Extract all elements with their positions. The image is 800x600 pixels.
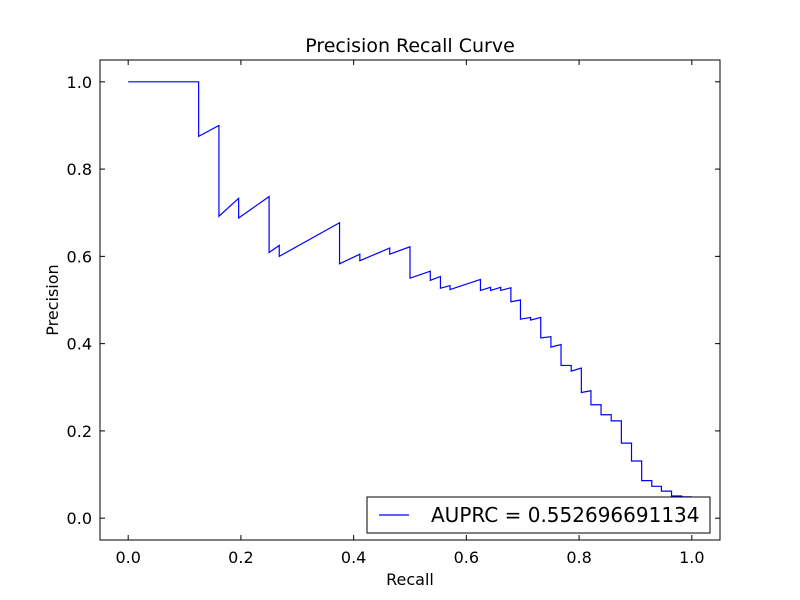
series-line-0 — [128, 81, 692, 498]
y-tick-label: 0.8 — [67, 160, 92, 179]
axis-ticks: 0.0 0.2 0.4 0.6 0.8 1.0 0.0 0.2 0.4 0.6 0.8 1.0 — [67, 60, 720, 567]
x-axis-label: Recall — [386, 570, 434, 589]
y-tick-label: 0.0 — [67, 509, 92, 528]
curve-group — [128, 81, 692, 498]
x-tick-label: 0.4 — [341, 548, 366, 567]
plot-area-background — [100, 60, 720, 540]
x-tick-label: 0.2 — [228, 548, 253, 567]
y-tick-label: 0.2 — [67, 422, 92, 441]
legend-label-0: AUPRC = 0.552696691134 — [431, 503, 700, 527]
plot-frame — [99, 59, 721, 541]
legend: AUPRC = 0.552696691134 — [366, 496, 711, 534]
legend-box — [366, 496, 711, 534]
chart-title: Precision Recall Curve — [305, 35, 515, 57]
plot-background — [100, 60, 720, 540]
y-tick-label: 0.4 — [67, 335, 92, 354]
x-tick-label: 0.6 — [454, 548, 479, 567]
x-tick-label: 0.8 — [566, 548, 591, 567]
y-axis-label: Precision — [43, 264, 62, 335]
y-tick-label: 0.6 — [67, 247, 92, 266]
axes-frame — [99, 59, 721, 541]
x-tick-label: 0.0 — [115, 548, 140, 567]
axis-labels: Precision Recall Curve Recall Precision — [43, 35, 515, 589]
x-tick-label: 1.0 — [679, 548, 704, 567]
y-tick-label: 1.0 — [67, 73, 92, 92]
